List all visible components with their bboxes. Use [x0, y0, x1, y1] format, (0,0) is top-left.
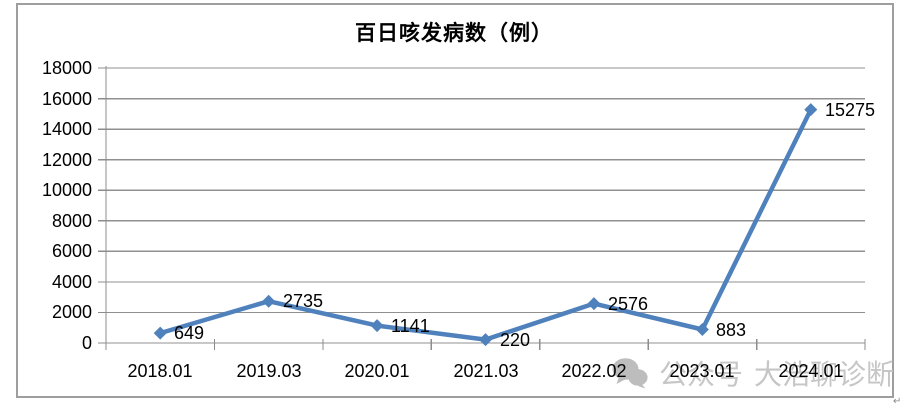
y-tick-label: 16000	[41, 89, 92, 109]
x-tick-label: 2019.03	[236, 361, 302, 381]
x-tick-label: 2020.01	[344, 361, 410, 381]
chart-title: 百日咳发病数（例）	[355, 22, 553, 45]
data-point-label: 15275	[825, 100, 876, 120]
y-tick-label: 10000	[41, 180, 92, 200]
chart-border	[16, 3, 894, 398]
y-tick-label: 12000	[41, 150, 92, 170]
y-tick-label: 8000	[51, 211, 92, 231]
watermark: 公众号 大浩聊诊断	[612, 353, 894, 393]
data-point-label: 649	[174, 323, 205, 343]
y-tick-label: 0	[81, 333, 92, 353]
x-tick-label: 2021.03	[453, 361, 519, 381]
x-tick-label: 2024.01	[778, 361, 844, 381]
y-tick-label: 6000	[51, 241, 92, 261]
watermark-text-1: 公众号	[659, 359, 744, 390]
y-tick-label: 18000	[41, 58, 92, 78]
watermark-text-2: 大浩聊诊断	[754, 359, 895, 390]
x-tick-label: 2023.01	[669, 361, 735, 381]
data-point-label: 2735	[283, 291, 324, 311]
data-point-label: 2576	[608, 294, 649, 314]
data-point-label: 883	[716, 320, 747, 340]
y-tick-label: 4000	[51, 272, 92, 292]
data-point-label: 1141	[391, 316, 430, 336]
wechat-icon	[612, 358, 648, 389]
data-point-label: 220	[500, 330, 531, 350]
y-tick-label: 14000	[41, 119, 92, 139]
return-arrow-artifact: ↵	[893, 396, 901, 407]
x-tick-label: 2018.01	[127, 361, 193, 381]
y-tick-label: 2000	[51, 302, 92, 322]
x-tick-label: 2022.02	[561, 361, 627, 381]
